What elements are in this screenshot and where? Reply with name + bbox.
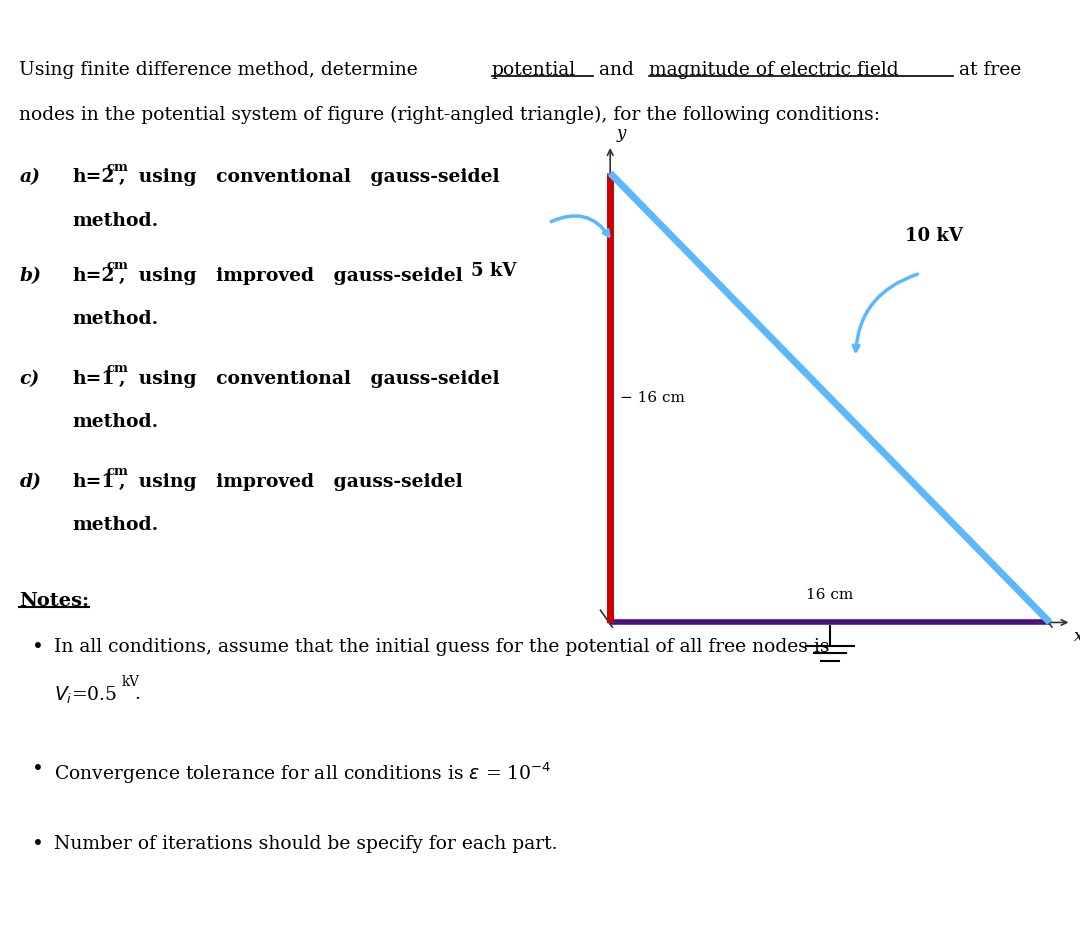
Text: x: x [1074,628,1080,645]
Text: 10 kV: 10 kV [905,227,963,245]
Text: nodes in the potential system of figure (right-angled triangle), for the followi: nodes in the potential system of figure … [19,106,880,124]
Text: a): a) [19,168,40,186]
Text: .: . [134,685,140,703]
Text: cm: cm [106,259,129,272]
Text: cm: cm [106,362,129,375]
Text: h=2: h=2 [72,168,114,186]
Text: ,  using   improved   gauss-seidel: , using improved gauss-seidel [120,267,463,285]
Text: y: y [617,125,626,142]
Text: $V_i$=0.5: $V_i$=0.5 [54,685,117,707]
Text: method.: method. [72,413,159,431]
Text: ,  using   improved   gauss-seidel: , using improved gauss-seidel [120,473,463,490]
Text: d): d) [19,473,41,490]
Text: method.: method. [72,516,159,534]
Text: kV: kV [121,675,139,689]
Text: cm: cm [106,161,129,174]
Text: method.: method. [72,212,159,229]
Text: 16 cm: 16 cm [807,588,853,602]
Text: at free: at free [954,61,1022,79]
Text: •: • [32,835,44,854]
Text: •: • [32,638,44,657]
Text: magnitude of electric field: magnitude of electric field [649,61,899,79]
Text: Notes:: Notes: [19,592,90,609]
Text: potential: potential [491,61,576,79]
Text: b): b) [19,267,41,285]
Text: h=1: h=1 [72,370,114,388]
Text: ,  using   conventional   gauss-seidel: , using conventional gauss-seidel [120,168,500,186]
Text: Using finite difference method, determine: Using finite difference method, determin… [19,61,424,79]
Text: ,  using   conventional   gauss-seidel: , using conventional gauss-seidel [120,370,500,388]
Text: •: • [32,760,44,779]
Text: 5 kV: 5 kV [471,262,516,281]
Text: cm: cm [106,465,129,478]
Text: and: and [593,61,640,79]
Text: method.: method. [72,310,159,328]
Text: h=1: h=1 [72,473,114,490]
Text: Number of iterations should be specify for each part.: Number of iterations should be specify f… [54,835,557,853]
Text: c): c) [19,370,40,388]
Text: Convergence tolerance for all conditions is $\varepsilon$ = 10$^{-4}$: Convergence tolerance for all conditions… [54,760,552,785]
Text: In all conditions, assume that the initial guess for the potential of all free n: In all conditions, assume that the initi… [54,638,829,656]
Text: − 16 cm: − 16 cm [620,391,685,404]
Text: h=2: h=2 [72,267,114,285]
